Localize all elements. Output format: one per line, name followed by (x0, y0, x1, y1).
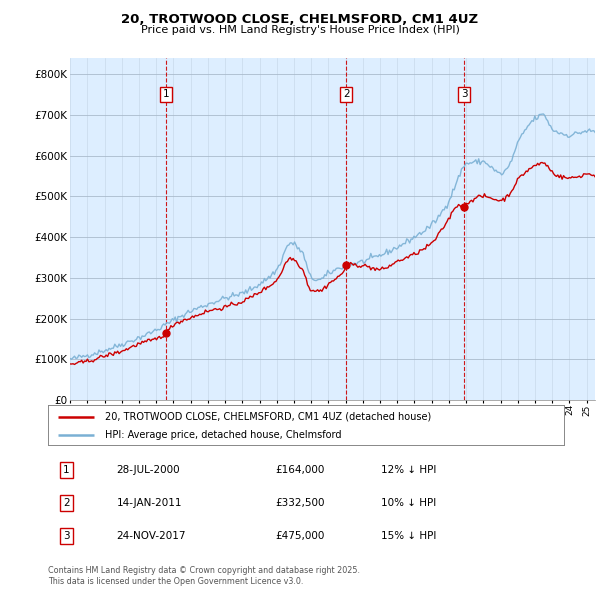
Text: 15% ↓ HPI: 15% ↓ HPI (380, 531, 436, 541)
Text: Price paid vs. HM Land Registry's House Price Index (HPI): Price paid vs. HM Land Registry's House … (140, 25, 460, 35)
Text: 3: 3 (461, 90, 467, 100)
Text: 2: 2 (343, 90, 350, 100)
Text: £332,500: £332,500 (275, 498, 325, 508)
Text: Contains HM Land Registry data © Crown copyright and database right 2025.
This d: Contains HM Land Registry data © Crown c… (48, 566, 360, 586)
Text: 3: 3 (63, 531, 70, 541)
Text: 28-JUL-2000: 28-JUL-2000 (116, 465, 180, 475)
Text: 2: 2 (63, 498, 70, 508)
Text: 10% ↓ HPI: 10% ↓ HPI (380, 498, 436, 508)
Text: 20, TROTWOOD CLOSE, CHELMSFORD, CM1 4UZ (detached house): 20, TROTWOOD CLOSE, CHELMSFORD, CM1 4UZ … (105, 412, 431, 422)
Text: 1: 1 (63, 465, 70, 475)
Text: 24-NOV-2017: 24-NOV-2017 (116, 531, 186, 541)
Text: HPI: Average price, detached house, Chelmsford: HPI: Average price, detached house, Chel… (105, 431, 341, 440)
Text: 14-JAN-2011: 14-JAN-2011 (116, 498, 182, 508)
Text: £475,000: £475,000 (275, 531, 325, 541)
Text: 1: 1 (163, 90, 169, 100)
Text: £164,000: £164,000 (275, 465, 325, 475)
Text: 20, TROTWOOD CLOSE, CHELMSFORD, CM1 4UZ: 20, TROTWOOD CLOSE, CHELMSFORD, CM1 4UZ (121, 13, 479, 26)
Text: 12% ↓ HPI: 12% ↓ HPI (380, 465, 436, 475)
